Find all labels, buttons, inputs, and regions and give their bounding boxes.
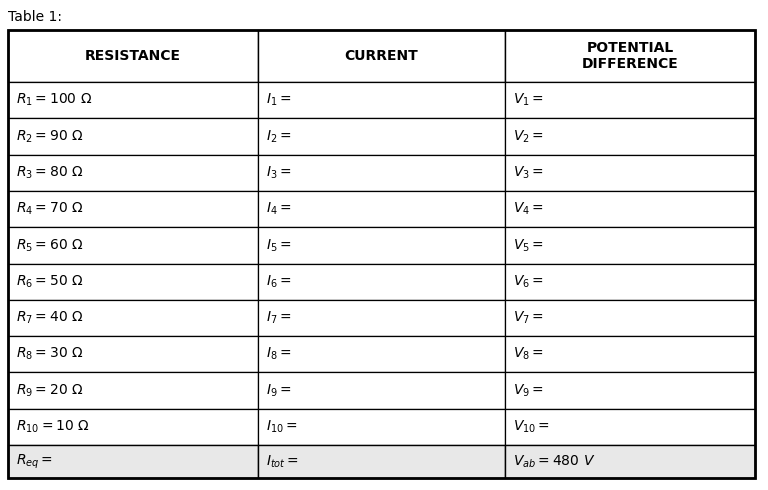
- Bar: [258, 300, 505, 336]
- Text: $R_4 = 70\ \Omega$: $R_4 = 70\ \Omega$: [16, 201, 84, 217]
- Bar: [258, 191, 505, 227]
- Text: $V_6 =$: $V_6 =$: [513, 273, 544, 290]
- Text: $V_8 =$: $V_8 =$: [513, 346, 544, 363]
- Bar: [258, 30, 505, 82]
- Text: $R_9 = 20\ \Omega$: $R_9 = 20\ \Omega$: [16, 382, 84, 399]
- Text: $V_5 =$: $V_5 =$: [513, 237, 544, 253]
- Text: $I_{10} =$: $I_{10} =$: [266, 418, 298, 435]
- Text: $I_{tot} =$: $I_{tot} =$: [266, 453, 299, 470]
- Text: $R_2 = 90\ \Omega$: $R_2 = 90\ \Omega$: [16, 128, 84, 145]
- Text: $R_5 = 60\ \Omega$: $R_5 = 60\ \Omega$: [16, 237, 84, 253]
- Text: $R_1 = 100\ \Omega$: $R_1 = 100\ \Omega$: [16, 92, 92, 108]
- Bar: [258, 227, 505, 264]
- Bar: [8, 191, 258, 227]
- Text: $I_3 =$: $I_3 =$: [266, 165, 292, 181]
- Bar: [258, 82, 505, 118]
- Bar: [505, 372, 755, 409]
- Text: $I_9 =$: $I_9 =$: [266, 382, 292, 399]
- Bar: [8, 82, 258, 118]
- Text: RESISTANCE: RESISTANCE: [85, 49, 181, 63]
- Bar: [8, 227, 258, 264]
- Text: $I_6 =$: $I_6 =$: [266, 273, 292, 290]
- Text: $R_8 = 30\ \Omega$: $R_8 = 30\ \Omega$: [16, 346, 84, 363]
- Bar: [258, 264, 505, 300]
- Text: CURRENT: CURRENT: [345, 49, 419, 63]
- Bar: [8, 336, 258, 372]
- Bar: [258, 155, 505, 191]
- Text: $I_5 =$: $I_5 =$: [266, 237, 292, 253]
- Bar: [505, 118, 755, 155]
- Bar: [8, 445, 258, 478]
- Text: Table 1:: Table 1:: [8, 10, 62, 24]
- Text: $R_6 = 50\ \Omega$: $R_6 = 50\ \Omega$: [16, 273, 84, 290]
- Bar: [8, 300, 258, 336]
- Bar: [8, 372, 258, 409]
- Text: $I_1 =$: $I_1 =$: [266, 92, 292, 108]
- Bar: [258, 409, 505, 445]
- Bar: [505, 300, 755, 336]
- Text: $V_7 =$: $V_7 =$: [513, 310, 544, 326]
- Bar: [258, 336, 505, 372]
- Text: $R_3 = 80\ \Omega$: $R_3 = 80\ \Omega$: [16, 165, 84, 181]
- Bar: [8, 118, 258, 155]
- Bar: [8, 155, 258, 191]
- Bar: [8, 264, 258, 300]
- Bar: [8, 409, 258, 445]
- Bar: [258, 372, 505, 409]
- Text: $V_9 =$: $V_9 =$: [513, 382, 544, 399]
- Text: $R_7 = 40\ \Omega$: $R_7 = 40\ \Omega$: [16, 310, 84, 326]
- Text: $V_{10} =$: $V_{10} =$: [513, 418, 550, 435]
- Text: $I_7 =$: $I_7 =$: [266, 310, 292, 326]
- Bar: [505, 445, 755, 478]
- Text: $V_1 =$: $V_1 =$: [513, 92, 544, 108]
- Bar: [505, 336, 755, 372]
- Text: $I_8 =$: $I_8 =$: [266, 346, 292, 363]
- Bar: [505, 227, 755, 264]
- Text: $I_2 =$: $I_2 =$: [266, 128, 292, 145]
- Text: $V_2 =$: $V_2 =$: [513, 128, 544, 145]
- Bar: [505, 155, 755, 191]
- Text: $V_4 =$: $V_4 =$: [513, 201, 544, 217]
- Bar: [8, 30, 258, 82]
- Bar: [505, 191, 755, 227]
- Bar: [505, 409, 755, 445]
- Bar: [505, 30, 755, 82]
- Text: $V_3 =$: $V_3 =$: [513, 165, 544, 181]
- Bar: [258, 445, 505, 478]
- Text: $V_{ab} = 480\ V$: $V_{ab} = 480\ V$: [513, 453, 595, 470]
- Text: $I_4 =$: $I_4 =$: [266, 201, 292, 217]
- Text: $R_{10} = 10\ \Omega$: $R_{10} = 10\ \Omega$: [16, 418, 90, 435]
- Text: POTENTIAL
DIFFERENCE: POTENTIAL DIFFERENCE: [581, 41, 678, 71]
- Text: $R_{eq} =$: $R_{eq} =$: [16, 452, 53, 471]
- Bar: [258, 118, 505, 155]
- Bar: [505, 264, 755, 300]
- Bar: [505, 82, 755, 118]
